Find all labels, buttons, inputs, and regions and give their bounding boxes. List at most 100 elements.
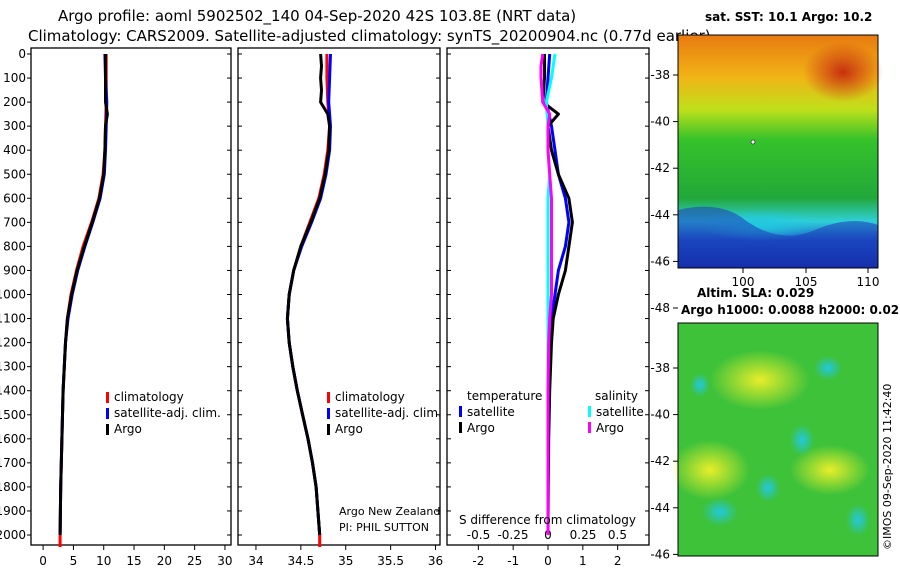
- sla-map-title-line2: Argo h1000: 0.0088 h2000: 0.022: [681, 303, 900, 317]
- map-lat-label: -46: [650, 254, 670, 268]
- depth-tick-label: 1200: [0, 336, 26, 350]
- map-lat-label: -38: [650, 361, 670, 375]
- legend-argo-label: Argo: [335, 422, 363, 436]
- sla-high-1: [710, 350, 810, 410]
- salinity-x-axis: 34 34.5 35 35.5 36: [248, 545, 443, 568]
- x-tick-label: 35.5: [377, 554, 404, 568]
- difference-x-axis: -2 -1 0 1 2: [472, 545, 621, 568]
- legend-sal-satellite-label: satellite: [596, 405, 644, 419]
- secondary-x-tick-label: 0.5: [608, 528, 627, 542]
- difference-panel-title: S difference from climatology: [459, 513, 636, 527]
- x-tick-label: -2: [472, 554, 484, 568]
- salinity-panel-frame: [237, 47, 441, 546]
- series-line-temperature-argo: [541, 54, 574, 536]
- secondary-x-tick-label: -0.5: [467, 528, 490, 542]
- x-tick-label: 35: [338, 554, 353, 568]
- depth-tick-label: 600: [3, 191, 26, 205]
- legend-argo-label: Argo: [114, 422, 142, 436]
- series-line-salinity-argo: [539, 53, 553, 535]
- legend-satellite-adj-label: satellite-adj. clim.: [335, 406, 442, 420]
- sla-map-axes: -38-40-42-44-46-48: [650, 361, 678, 561]
- salinity-legend: climatology satellite-adj. clim. Argo: [327, 390, 442, 436]
- sla-map-border: [677, 322, 879, 557]
- sst-warm-core: [803, 42, 883, 102]
- depth-axis: 0 100 200 300 400 500 600 700 800 900 1000 1100 1200…: [0, 47, 649, 542]
- depth-tick-label: 500: [3, 167, 26, 181]
- sst-map-axes: -38 -40 -42 -44 -46 -48 100 105 110: [650, 68, 879, 315]
- map-lat-label: -42: [650, 161, 670, 175]
- x-tick-label: 34.5: [287, 554, 314, 568]
- depth-tick-label: 700: [3, 215, 26, 229]
- legend-satellite-adj-swatch: [106, 408, 109, 419]
- depth-tick-label: 1800: [0, 480, 26, 494]
- map-lat-label: -40: [650, 408, 670, 422]
- x-tick-label: -1: [507, 554, 519, 568]
- sst-map-title: sat. SST: 10.1 Argo: 10.2: [705, 10, 872, 24]
- depth-tick-label: 1300: [0, 360, 26, 374]
- depth-tick-label: 200: [3, 95, 26, 109]
- map-lat-label: -40: [650, 115, 670, 129]
- sla-low-2: [790, 424, 814, 456]
- difference-legend: temperature salinity satellite Argo sate…: [459, 389, 644, 435]
- sla-low-4: [756, 474, 780, 502]
- sla-low-6: [846, 504, 870, 536]
- depth-tick-label: 100: [3, 71, 26, 85]
- map-lat-label: -38: [650, 68, 670, 82]
- float-pi-label: PI: PHIL SUTTON: [339, 521, 429, 534]
- x-tick-label: 25: [187, 554, 202, 568]
- depth-tick-label: 900: [3, 263, 26, 277]
- depth-tick-label: 0: [18, 47, 26, 61]
- legend-sal-argo-swatch: [588, 422, 591, 433]
- sla-high-3: [790, 445, 870, 495]
- x-tick-label: 1: [579, 554, 587, 568]
- map-lat-label: -48: [650, 301, 670, 315]
- legend-argo-swatch: [106, 424, 109, 435]
- temperature-series: [58, 53, 109, 547]
- difference-series: [539, 53, 574, 536]
- x-tick-label: 15: [126, 554, 141, 568]
- map-lat-label: -42: [650, 454, 670, 468]
- series-line-satellite-adj-clim-: [58, 53, 109, 536]
- x-tick-label: 2: [614, 554, 622, 568]
- depth-tick-label: 1700: [0, 456, 26, 470]
- legend-temp-satellite-label: satellite: [467, 405, 515, 419]
- series-line-climatology: [285, 54, 332, 547]
- sst-front: [678, 206, 878, 268]
- float-program-label: Argo New Zealand: [339, 505, 440, 518]
- depth-tick-label: 1500: [0, 408, 26, 422]
- legend-sal-satellite-swatch: [588, 406, 591, 417]
- legend-satellite-adj-label: satellite-adj. clim.: [114, 406, 221, 420]
- map-lon-label: 105: [795, 275, 818, 289]
- x-tick-label: 0: [39, 554, 47, 568]
- x-tick-label: 0: [544, 554, 552, 568]
- map-lon-label: 110: [857, 275, 880, 289]
- depth-tick-label: 1600: [0, 432, 26, 446]
- depth-tick-label: 800: [3, 239, 26, 253]
- legend-temperature-heading: temperature: [467, 389, 542, 403]
- x-tick-label: 20: [157, 554, 172, 568]
- sla-low-1: [814, 356, 842, 380]
- sla-map: [670, 322, 879, 557]
- temperature-x-axis: 0 5 10 15 20 25 30: [39, 545, 233, 568]
- legend-sal-argo-label: Argo: [596, 421, 624, 435]
- sst-map: [677, 34, 883, 269]
- legend-temp-argo-swatch: [459, 422, 462, 433]
- map-lat-label: -44: [650, 501, 670, 515]
- copyright-label: ©IMOS 09-Sep-2020 11:42:40: [881, 384, 894, 550]
- x-tick-label: 36: [428, 554, 443, 568]
- legend-satellite-adj-swatch: [327, 408, 330, 419]
- temperature-panel-frame: [30, 47, 232, 546]
- legend-climatology-swatch: [327, 392, 330, 403]
- sla-low-5: [690, 373, 710, 397]
- series-line-climatology: [58, 54, 108, 547]
- sst-map-border: [677, 34, 879, 269]
- depth-tick-label: 2000: [0, 528, 26, 542]
- secondary-x-tick-label: 0.25: [570, 528, 597, 542]
- sla-high-2: [670, 440, 750, 500]
- x-tick-label: 34: [248, 554, 263, 568]
- argo-position-marker: [750, 139, 756, 145]
- x-tick-label: 10: [96, 554, 111, 568]
- map-lon-label: 100: [732, 275, 755, 289]
- depth-tick-label: 400: [3, 143, 26, 157]
